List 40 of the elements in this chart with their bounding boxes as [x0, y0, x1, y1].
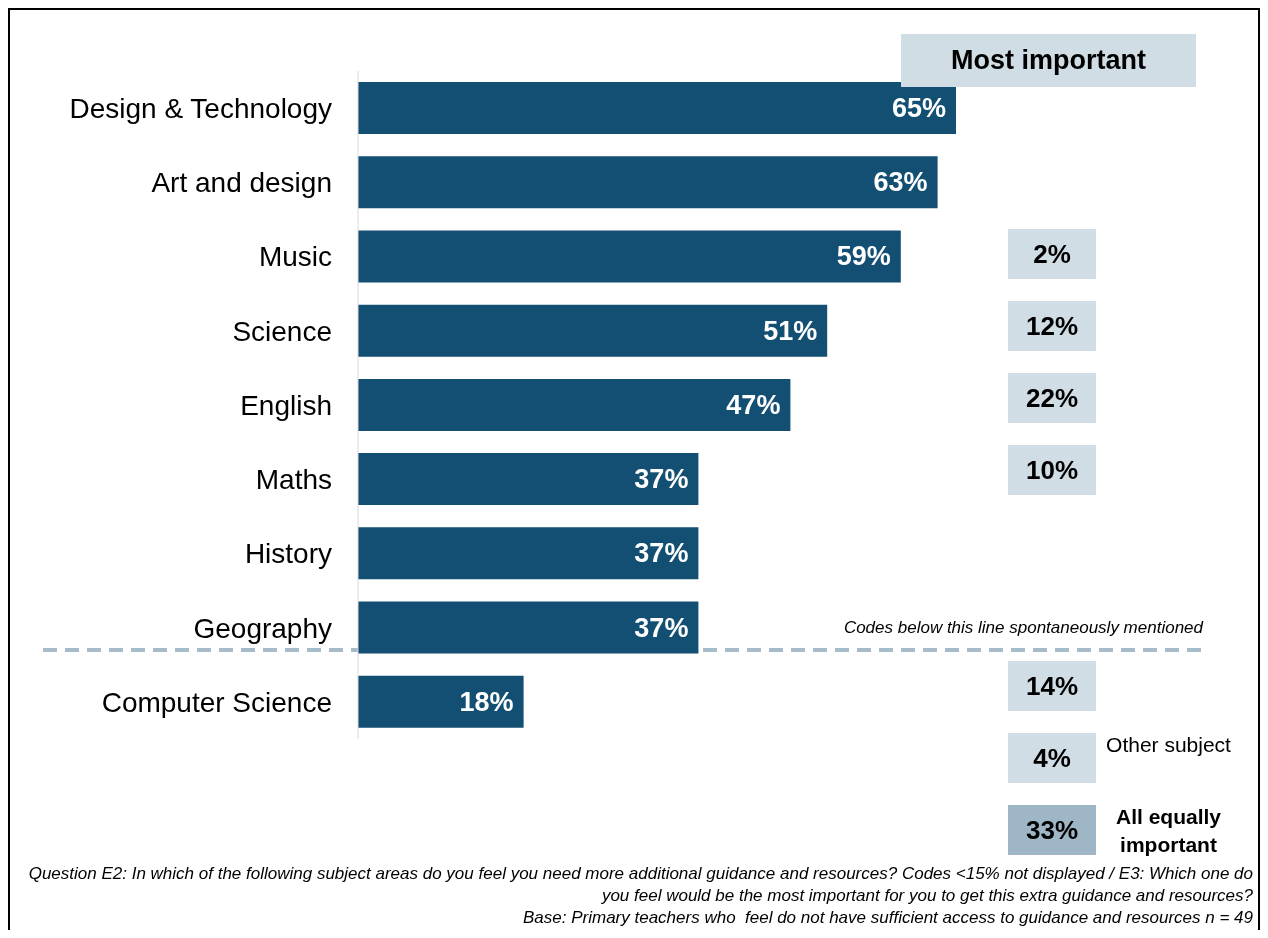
data-label: 33% — [1008, 805, 1096, 855]
text: Most important — [901, 34, 1196, 87]
bar — [358, 601, 699, 654]
annotation: Codes below this line spontaneously mentioned — [843, 618, 1203, 638]
bar — [358, 527, 699, 580]
data-label: 4% — [1008, 733, 1096, 783]
data-label: 22% — [1008, 373, 1096, 423]
bar — [358, 675, 524, 728]
category-label: Other subject — [1105, 732, 1232, 758]
data-label: 12% — [1008, 301, 1096, 351]
data-label: 59% — [836, 241, 891, 272]
y-tick-label: Computer Science — [101, 686, 332, 718]
bar — [358, 230, 901, 283]
data-label: 2% — [1008, 229, 1096, 279]
y-tick-label: English — [240, 389, 332, 421]
data-label: 47% — [726, 389, 781, 420]
data-label: 63% — [873, 167, 928, 198]
data-label: 37% — [634, 464, 689, 495]
bar — [358, 304, 828, 357]
y-tick-label: Music — [258, 241, 332, 273]
y-tick-label: Design & Technology — [69, 93, 332, 125]
data-label: 14% — [1008, 661, 1096, 711]
data-label: 65% — [891, 93, 946, 123]
bar — [358, 156, 938, 209]
data-label: 37% — [634, 538, 689, 569]
data-label: 51% — [763, 315, 818, 346]
y-tick-label: Geography — [193, 612, 332, 644]
bar — [358, 378, 791, 431]
text: Base: Primary teachers who feel do not have sufficient access to guidance and resources n = 49 — [522, 907, 1253, 929]
y-tick-label: Art and design — [151, 167, 332, 199]
bar — [358, 453, 699, 506]
bar — [358, 82, 956, 134]
y-tick-label: Maths — [255, 464, 332, 496]
category-label: All equally important — [1115, 804, 1222, 858]
data-label: 18% — [459, 686, 514, 717]
y-tick-label: Science — [232, 315, 332, 347]
y-tick-label: History — [244, 538, 332, 570]
data-label: 10% — [1008, 445, 1096, 495]
data-label: 37% — [634, 612, 689, 643]
text: Question E2: In which of the following subject areas do you feel you need more additional guidance and resources? Codes <15% not displayed / E3: Which one do you feel would be the most important for you to get this extra guidance and resources? — [28, 863, 1253, 907]
